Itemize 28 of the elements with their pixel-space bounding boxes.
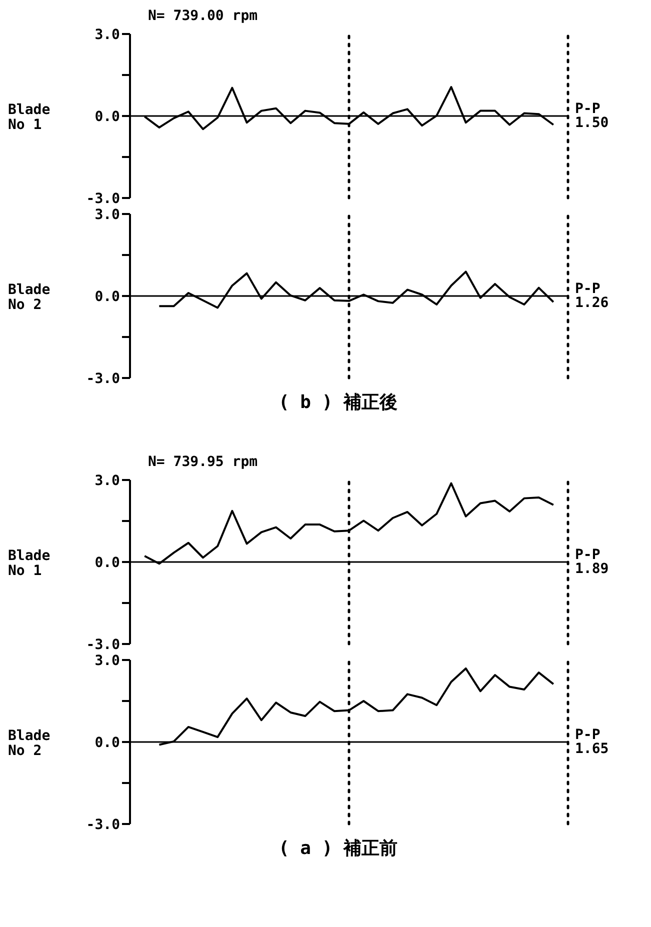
text: 1.65 (575, 741, 609, 757)
text: 1.50 (575, 115, 609, 131)
text: P-P (575, 281, 600, 297)
text: P-P (575, 547, 600, 563)
y-tick-label: 0.0 (94, 108, 120, 125)
y-tick-label: -3.0 (86, 190, 120, 207)
y-axis-title: Blade No 2 (8, 281, 52, 313)
y-axis-title: Blade No 1 (8, 101, 52, 133)
y-tick-label: -3.0 (86, 636, 120, 653)
y-tick-label: -3.0 (86, 370, 120, 387)
y-tick-label: 3.0 (94, 26, 120, 43)
text: P-P (575, 727, 600, 743)
y-tick-label: 3.0 (94, 472, 120, 489)
chart-title: N= 739.95 rpm (148, 454, 259, 472)
y-tick-label: -3.0 (86, 816, 120, 833)
text: 1.89 (575, 561, 609, 577)
y-axis-title: Blade No 1 (8, 547, 52, 579)
chart-title: N= 739.00 rpm (148, 8, 259, 26)
y-tick-label: 0.0 (94, 554, 120, 571)
text: P-P (575, 101, 600, 117)
y-tick-label: 0.0 (94, 734, 120, 751)
text: ( a ) 補正前 (277, 837, 399, 860)
text: 1.26 (575, 295, 609, 311)
y-axis-title: Blade No 2 (8, 727, 52, 759)
y-tick-label: 0.0 (94, 288, 120, 305)
y-tick-label: 3.0 (94, 206, 120, 223)
y-tick-label: 3.0 (94, 652, 120, 669)
text: ( b ) 補正後 (277, 391, 399, 414)
